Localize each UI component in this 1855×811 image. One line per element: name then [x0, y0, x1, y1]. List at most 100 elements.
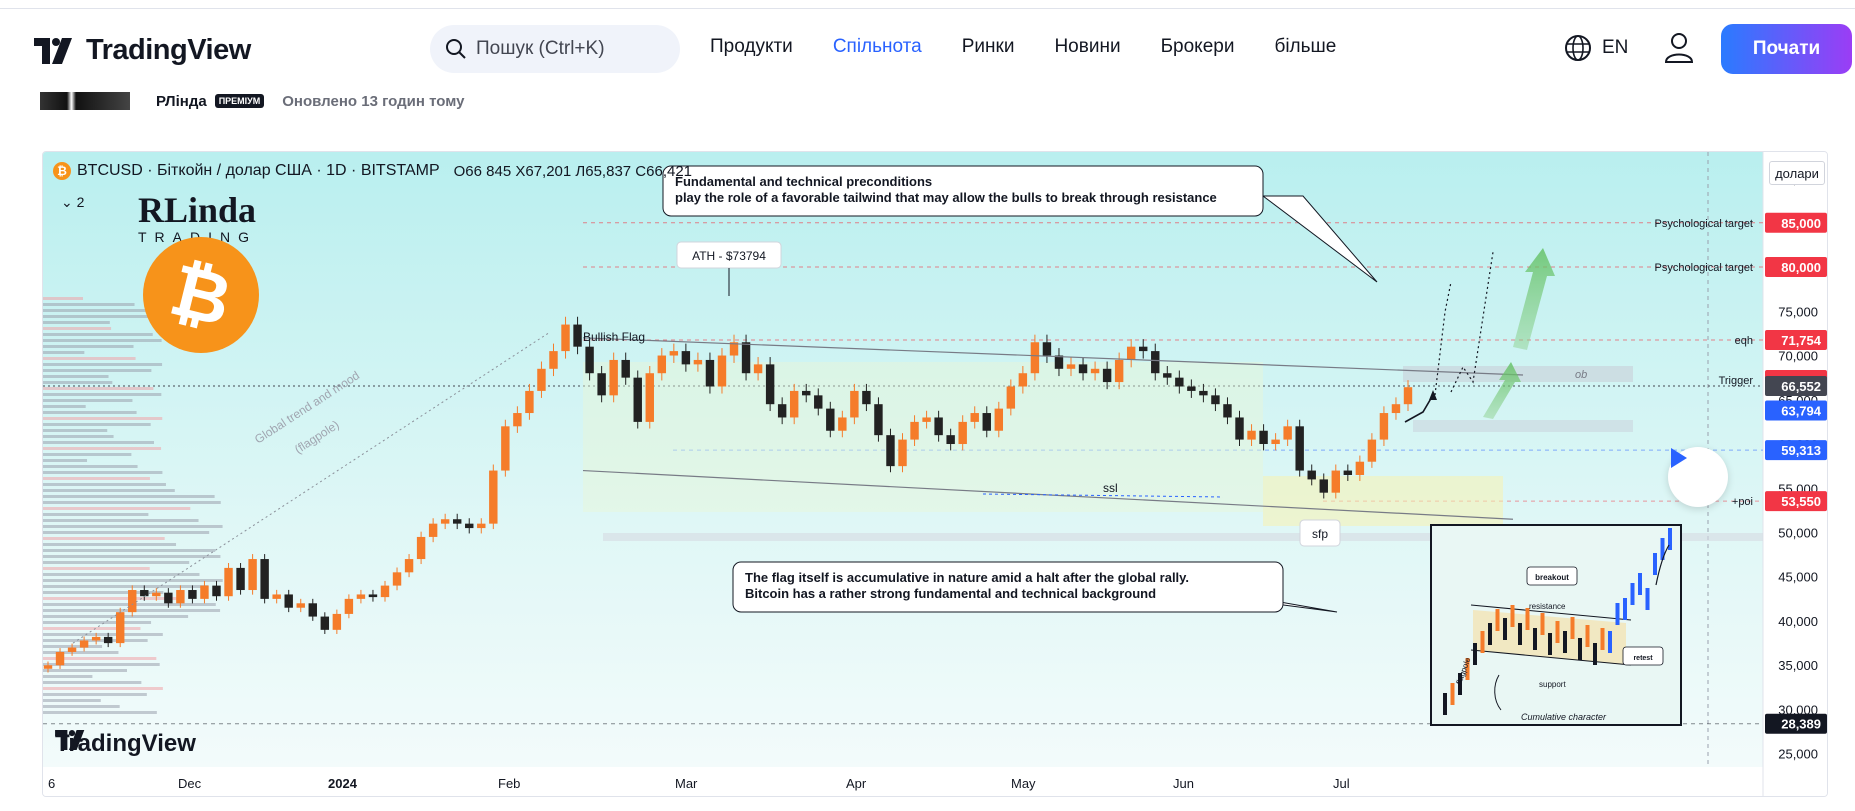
candle [549, 343, 558, 377]
candle [958, 415, 967, 451]
volume-profile-bar [43, 387, 154, 390]
candle [922, 410, 931, 429]
price-label: 28,389 [1765, 713, 1827, 734]
inset-candle [1630, 583, 1635, 605]
language-switcher[interactable]: EN [1564, 34, 1628, 62]
volume-profile-bar [43, 621, 152, 624]
inset-candle [1495, 609, 1500, 631]
candle [1355, 455, 1365, 481]
candle [272, 589, 281, 604]
user-icon[interactable] [1664, 32, 1694, 64]
inset-candle [1465, 658, 1470, 680]
ohlc-values: О66 845 Х67,201 Л65,837 С66,421 [453, 162, 693, 180]
volume-profile-bar [43, 393, 162, 396]
volume-profile-bar [43, 471, 163, 474]
inset-candle [1570, 617, 1575, 639]
x-tick-label: Jul [1333, 776, 1350, 791]
price-label: 59,313 [1765, 440, 1827, 461]
inset-cumulative-label: Cumulative character [1521, 712, 1607, 722]
inset-candle [1548, 633, 1552, 655]
candle [669, 343, 679, 363]
candle [1054, 348, 1064, 377]
volume-profile-bar [43, 519, 199, 522]
candle [705, 352, 715, 394]
candle [332, 609, 342, 634]
candle [573, 316, 582, 355]
flag-pattern-inset: breakout resistance support retest flagp… [1430, 524, 1682, 726]
main-nav: Продукти Спільнота Ринки Новини Брокери … [710, 36, 1336, 58]
updated-time: Оновлено 13 годин тому [282, 92, 465, 110]
candle [55, 648, 65, 669]
sfp-label-box [1299, 519, 1341, 547]
search-box[interactable] [430, 25, 680, 73]
nav-brokers[interactable]: Брокери [1160, 36, 1235, 57]
volume-profile-bar [43, 429, 108, 432]
get-started-button[interactable]: Почати [1721, 24, 1852, 74]
candle [116, 607, 125, 648]
tradingview-watermark-icon [55, 730, 85, 750]
nav-products[interactable]: Продукти [710, 36, 793, 57]
svg-text:53,550: 53,550 [1781, 494, 1821, 509]
volume-profile-bar [43, 435, 114, 438]
svg-text:85,000: 85,000 [1781, 216, 1821, 231]
nav-more[interactable]: більше [1274, 36, 1337, 57]
volume-profile-bar [43, 567, 150, 570]
volume-profile-bar [43, 309, 162, 312]
tradingview-watermark: TradingView [55, 730, 196, 758]
inset-resistance-label: resistance [1529, 602, 1566, 611]
author-name[interactable]: РЛінда [156, 92, 207, 110]
volume-profile-bar [43, 669, 127, 672]
nav-markets[interactable]: Ринки [961, 36, 1015, 57]
candle [513, 406, 522, 433]
zones-layer: ob [583, 362, 1763, 541]
x-tick-label: 2024 [328, 776, 358, 791]
search-input[interactable] [476, 38, 666, 60]
volume-profile-bar [43, 483, 166, 486]
brand-logo[interactable]: TradingView [34, 34, 251, 67]
svg-text:59,313: 59,313 [1781, 443, 1821, 458]
inset-candle [1668, 528, 1672, 550]
nav-community[interactable]: Спільнота [832, 36, 922, 57]
site-header: TradingView Продукти Спільнота Ринки Нов… [0, 18, 1855, 82]
volume-profile-bar [43, 537, 165, 540]
candle [826, 401, 835, 438]
sfp-label: sfp [1312, 527, 1328, 541]
inset-retest-label: retest [1633, 655, 1653, 662]
candle [1187, 379, 1196, 398]
level-label: +poi [1732, 496, 1753, 508]
candle [777, 397, 787, 425]
candle [440, 513, 450, 530]
price-label: 63,794 [1765, 400, 1827, 421]
play-button[interactable] [1668, 447, 1728, 507]
symbol-title[interactable]: BTCUSD · Біткойн / долар США · 1D · BITS… [77, 162, 440, 179]
y-tick-label: 70,000 [1778, 349, 1818, 364]
premium-badge: ПРЕМІУМ [214, 94, 265, 108]
x-tick-label: Feb [498, 776, 520, 791]
nav-news[interactable]: Новини [1054, 36, 1121, 57]
inset-candle [1510, 605, 1515, 627]
svg-text:66,552: 66,552 [1781, 379, 1821, 394]
candle [128, 585, 137, 617]
volume-profile-bar [43, 369, 152, 372]
candle [729, 334, 739, 363]
currency-button[interactable]: долари [1769, 161, 1825, 185]
base-zone [603, 533, 1763, 541]
candle [693, 352, 703, 372]
chart-panel[interactable]: ob Bullish Flag Global trend and mood (fla… [42, 151, 1828, 797]
candle [910, 415, 919, 447]
y-tick-label: 30,000 [1778, 702, 1818, 717]
candle [1126, 339, 1136, 368]
inset-candle [1473, 643, 1477, 665]
volume-profile-bar [43, 411, 137, 414]
callout-bottom-line2: Bitcoin has a rather strong fundamental … [745, 586, 1156, 601]
ssl-label: ssl [1103, 481, 1118, 495]
volume-profile-bar [43, 345, 134, 348]
volume-profile-bar [43, 675, 93, 678]
candle [1163, 366, 1172, 385]
x-tick-label: Apr [846, 776, 867, 791]
indicators-toggle[interactable]: ⌄ 2 [61, 194, 84, 211]
ob-label: ob [1575, 369, 1587, 381]
candle [1343, 464, 1353, 481]
candle [537, 361, 546, 398]
